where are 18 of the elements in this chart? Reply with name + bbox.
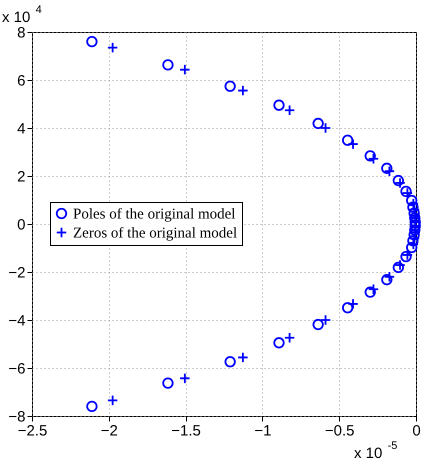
x-tick-label: −2 [100, 422, 118, 440]
y-tick-label: −6 [8, 360, 26, 378]
legend-label: Zeros of the original model [73, 226, 238, 242]
x-tick-label: 0 [412, 422, 421, 440]
y-tick-label: −4 [8, 312, 26, 330]
x-tick-label: −1 [254, 422, 272, 440]
y-tick-label: 4 [17, 120, 26, 138]
y-tick-label: 2 [17, 168, 26, 186]
y-tick-label: 8 [17, 24, 26, 42]
y-tick-label: 6 [17, 72, 26, 90]
text: x 10-5 [354, 440, 398, 462]
x-tick-label: −2.5 [18, 422, 48, 440]
x-tick-label: −0.5 [324, 422, 355, 440]
y-tick-label: −8 [8, 408, 26, 426]
legend-label: Poles of the original model [73, 206, 236, 222]
x-tick-label: −1.5 [171, 422, 201, 440]
y-tick-label: −2 [8, 264, 26, 282]
y-tick-label: 0 [17, 216, 26, 234]
